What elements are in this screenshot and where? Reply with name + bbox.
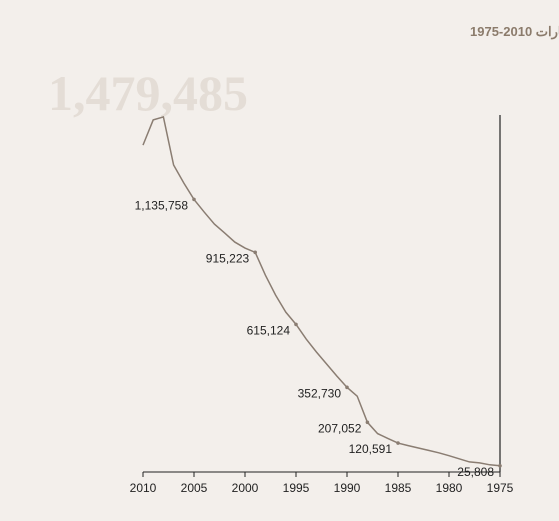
point — [396, 441, 400, 445]
line — [142, 115, 501, 467]
value-label: 120,591 — [349, 442, 393, 456]
value-label: 915,223 — [206, 251, 250, 265]
x-tick-label: 2000 — [232, 481, 259, 495]
point — [253, 250, 257, 255]
x-tick-label: 1995 — [283, 481, 310, 495]
value-label: 1,135,758 — [135, 198, 189, 212]
value-label: 207,052 — [318, 421, 362, 435]
x-tick-label: 2010 — [130, 481, 157, 495]
value-label: 615,124 — [247, 323, 291, 337]
annotation: 1,479,485 — [48, 65, 248, 121]
point — [345, 385, 349, 390]
point — [365, 420, 370, 425]
point — [192, 197, 196, 202]
point — [294, 322, 298, 327]
chart-title: إجمالي عدد خطوط الهواتف في الإمارات 2010… — [470, 24, 559, 40]
value-label: 352,730 — [298, 386, 342, 400]
x-tick-label: 1985 — [385, 481, 412, 495]
x-tick-label: 1980 — [436, 481, 463, 495]
point — [498, 464, 502, 468]
x-tick-label: 1975 — [487, 481, 514, 495]
x-tick-label: 1990 — [334, 481, 361, 495]
x-tick-label: 2005 — [181, 481, 208, 495]
value-label: 25,808 — [457, 465, 494, 479]
